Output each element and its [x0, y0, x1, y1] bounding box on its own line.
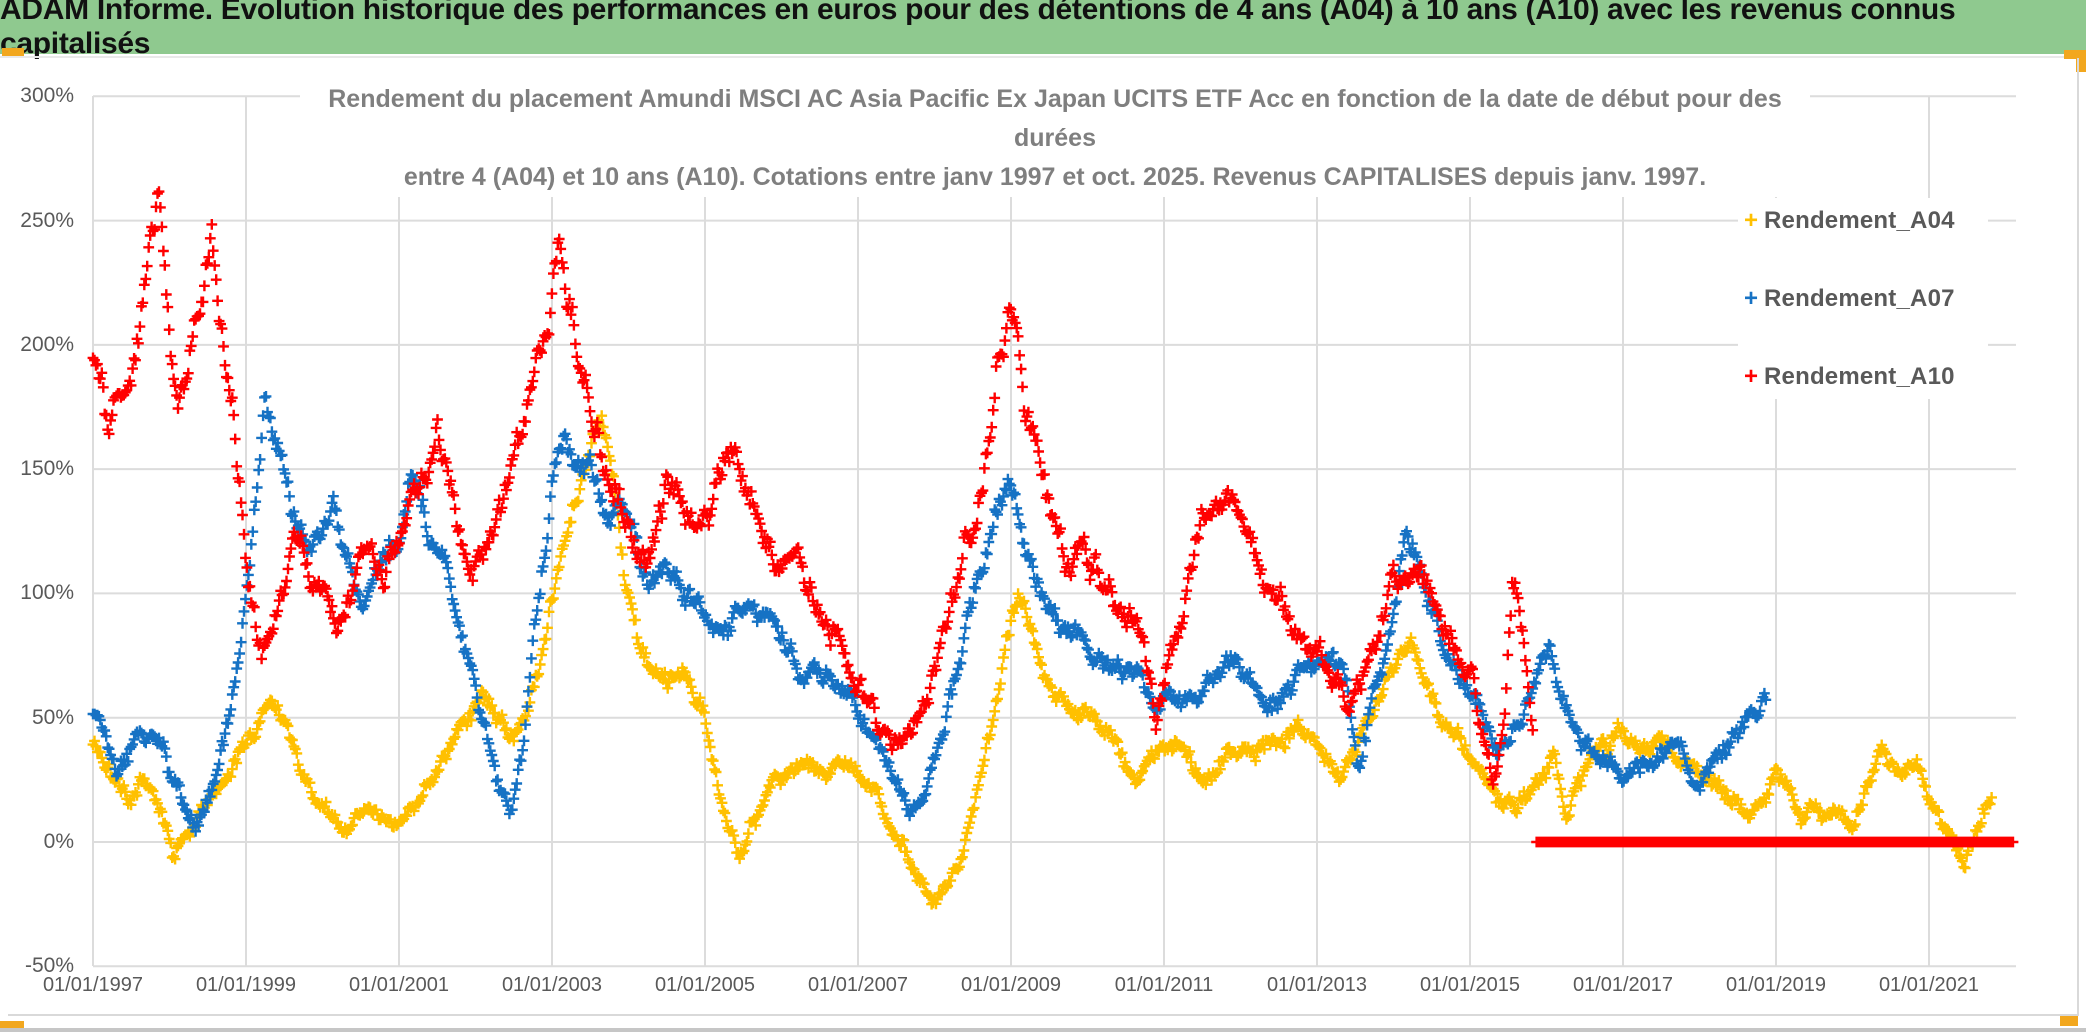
x-axis-label: 01/01/2015 — [1419, 974, 1521, 996]
x-axis-label: 01/01/2021 — [1878, 974, 1980, 996]
chart-legend: + Rendement_A04 + Rendement_A07 + Rendem… — [1738, 198, 1988, 399]
banner-text: ADAM Informe. Evolution historique des p… — [0, 0, 1956, 60]
series-points-rendement_a10 — [87, 186, 2019, 848]
y-axis-label: 100% — [20, 581, 74, 605]
y-axis-label: 0% — [43, 830, 74, 853]
x-axis-label: 01/01/2005 — [654, 974, 756, 996]
selection-handle-top-right-tail[interactable] — [2076, 50, 2086, 72]
legend-label-a07: Rendement_A07 — [1764, 284, 1955, 312]
y-axis-label: 250% — [20, 208, 74, 232]
banner-divider — [0, 56, 2086, 58]
y-axis-label: 200% — [20, 332, 74, 356]
y-axis-label: 50% — [31, 705, 74, 729]
chart-title-line1: Rendement du placement Amundi MSCI AC As… — [328, 85, 1782, 152]
chart-title-line2: entre 4 (A04) et 10 ans (A10). Cotations… — [403, 163, 1707, 191]
series-points-rendement_a04 — [87, 410, 1997, 910]
legend-item-a10: + Rendement_A10 — [1738, 360, 1988, 393]
chart-title: Rendement du placement Amundi MSCI AC As… — [300, 80, 1810, 197]
chart-border-right — [2077, 58, 2079, 1016]
legend-item-a07: + Rendement_A07 — [1738, 282, 1988, 315]
series-layer — [87, 186, 2019, 910]
window-edge — [0, 1028, 2086, 1032]
x-axis-label: 01/01/2007 — [807, 974, 909, 996]
x-axis-label: 01/01/2013 — [1266, 974, 1368, 996]
x-axis-label: 01/01/2017 — [1572, 974, 1674, 996]
legend-item-a04: + Rendement_A04 — [1738, 204, 1988, 237]
x-axis-label: 01/01/2001 — [348, 974, 450, 996]
x-axis-label: 01/01/1999 — [195, 974, 297, 996]
selection-handle-top-right[interactable] — [2064, 50, 2086, 59]
legend-label-a10: Rendement_A10 — [1764, 362, 1955, 390]
y-axis-label: 300% — [20, 84, 74, 108]
selection-handle-bottom-right[interactable] — [2060, 1014, 2078, 1026]
x-axis-label: 01/01/1997 — [42, 974, 144, 996]
x-axis-label: 01/01/2011 — [1114, 974, 1214, 996]
y-axis-label: 150% — [20, 457, 74, 481]
x-axis-label: 01/01/2009 — [960, 974, 1062, 996]
plus-marker-icon-a10: + — [1743, 362, 1758, 390]
plus-marker-icon-a07: + — [1743, 284, 1758, 312]
x-axis-label: 01/01/2019 — [1725, 974, 1827, 996]
selection-handle-top-left[interactable] — [2, 48, 24, 56]
selection-handle-bottom-left[interactable] — [0, 1021, 24, 1031]
title-banner: ADAM Informe. Evolution historique des p… — [0, 0, 2086, 60]
legend-label-a04: Rendement_A04 — [1764, 206, 1955, 234]
chart-border-bottom — [8, 1014, 2078, 1016]
series-points-rendement_a07 — [87, 391, 1772, 837]
x-axis-label: 01/01/2003 — [501, 974, 603, 996]
plus-marker-icon-a04: + — [1743, 206, 1758, 234]
y-axis-label: -50% — [24, 954, 74, 978]
